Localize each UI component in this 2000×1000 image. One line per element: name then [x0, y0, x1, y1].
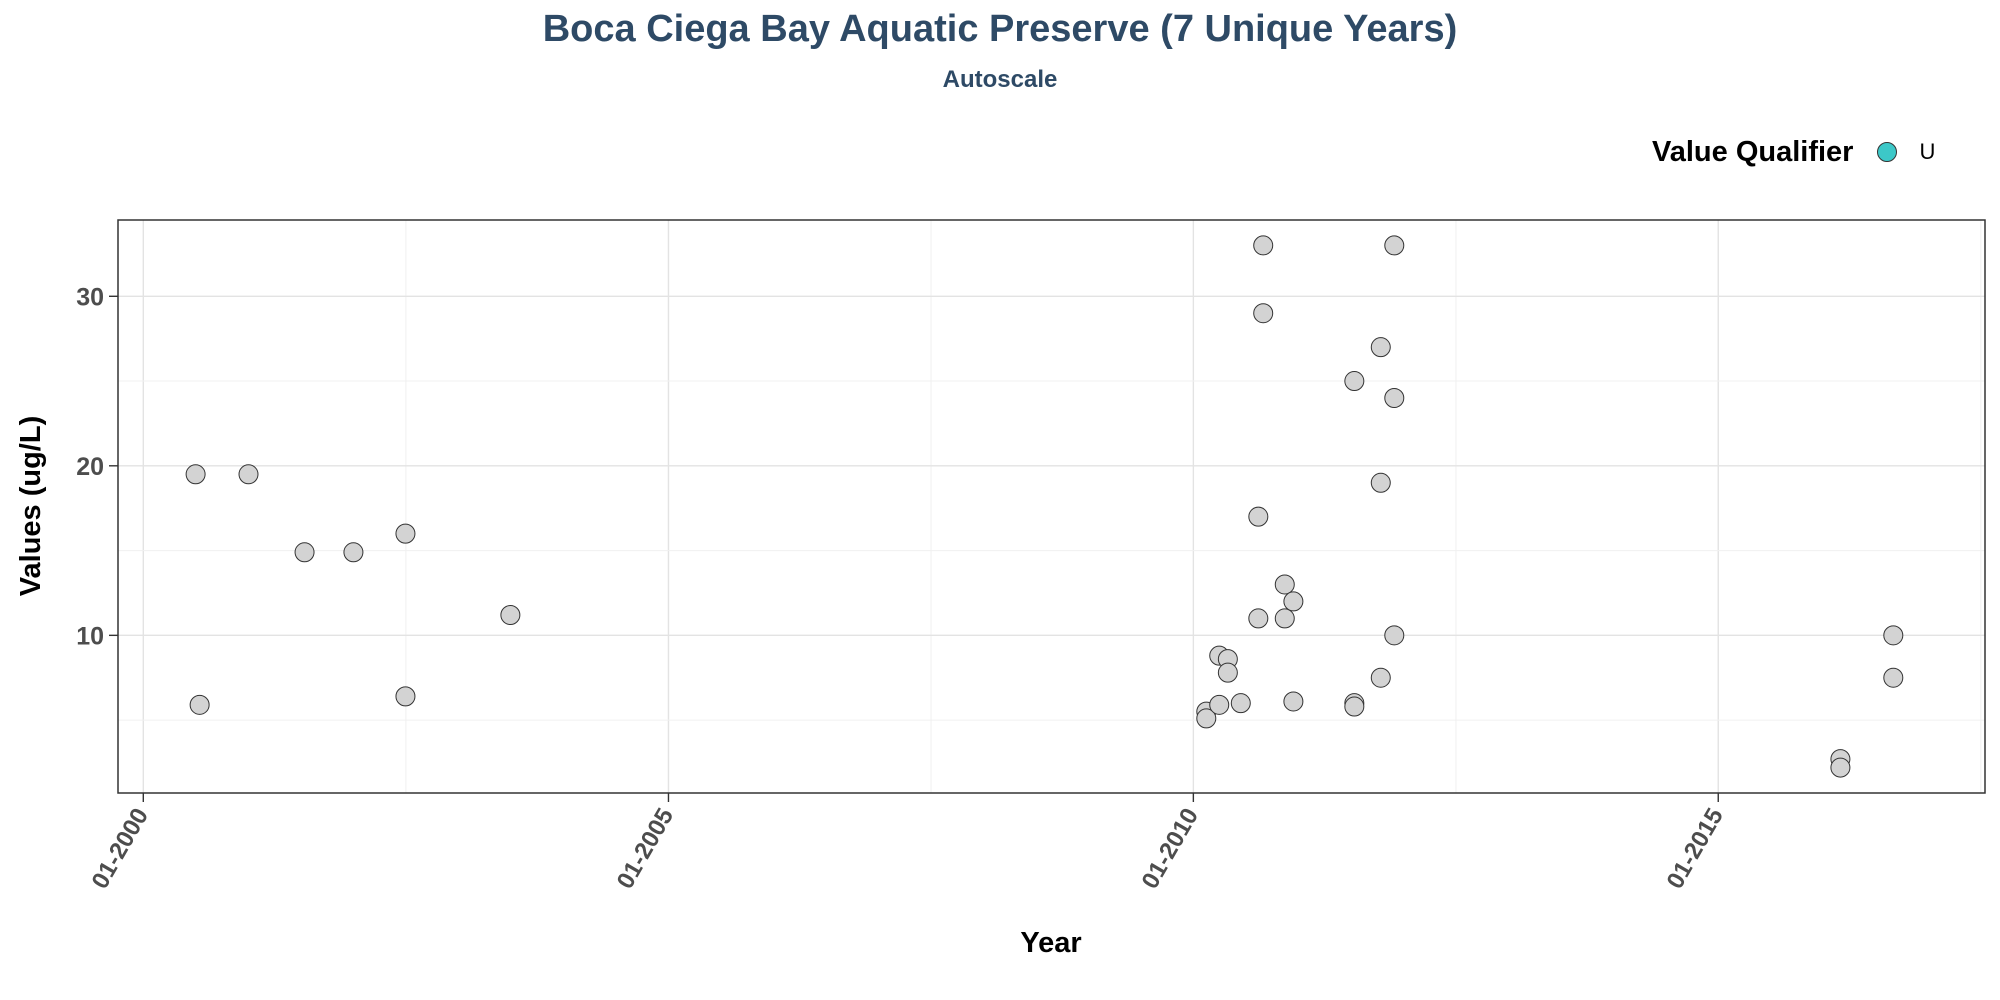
data-point [294, 542, 315, 563]
data-point [1370, 337, 1391, 358]
data-point [1384, 625, 1405, 646]
data-point [1253, 235, 1274, 256]
y-axis-label: Values (ug/L) [15, 416, 47, 596]
plot-panel [117, 219, 1986, 794]
data-point [189, 694, 210, 715]
data-point [1370, 667, 1391, 688]
data-point [1384, 235, 1405, 256]
data-point [1253, 303, 1274, 324]
axes: 01-2000 01-2005 01-2010 01-2015 10 20 30 [76, 283, 1729, 893]
legend-label-u: U [1919, 139, 1936, 164]
data-point [395, 686, 416, 707]
data-point [1209, 694, 1230, 715]
data-point [1274, 608, 1295, 629]
legend-key-u [1877, 142, 1898, 162]
x-tick-label: 01-2015 [1662, 804, 1729, 894]
data-point [395, 523, 416, 544]
y-tick-label: 20 [76, 453, 104, 481]
data-point [1370, 472, 1391, 493]
y-tick-label: 10 [76, 622, 104, 650]
data-point [1344, 696, 1365, 717]
data-point [1217, 662, 1238, 683]
data-point [1344, 371, 1365, 392]
legend-title: Value Qualifier [1652, 135, 1854, 168]
chart-title: Boca Ciega Bay Aquatic Preserve (7 Uniqu… [542, 8, 1458, 50]
data-point [1230, 693, 1251, 714]
data-point [238, 464, 259, 485]
x-tick-label: 01-2005 [612, 804, 679, 894]
data-point [1196, 708, 1217, 729]
x-tick-label: 01-2000 [87, 804, 154, 894]
x-axis-label: Year [1020, 927, 1081, 959]
data-point [1883, 625, 1904, 646]
data-point [343, 542, 364, 563]
data-point [185, 464, 206, 485]
data-point [500, 604, 521, 625]
data-point [1283, 691, 1304, 712]
y-tick-label: 30 [76, 283, 104, 311]
x-tick-label: 01-2010 [1137, 804, 1204, 894]
legend: Value Qualifier U [1652, 132, 1935, 172]
data-point [1830, 757, 1851, 778]
data-point [1274, 574, 1295, 595]
data-point [1248, 506, 1269, 527]
data-point [1883, 667, 1904, 688]
data-point [1248, 608, 1269, 629]
chart-subtitle: Autoscale [942, 66, 1058, 93]
data-point [1384, 388, 1405, 409]
data-point [1283, 591, 1304, 612]
data-points [185, 235, 1904, 778]
grid [118, 220, 1985, 793]
